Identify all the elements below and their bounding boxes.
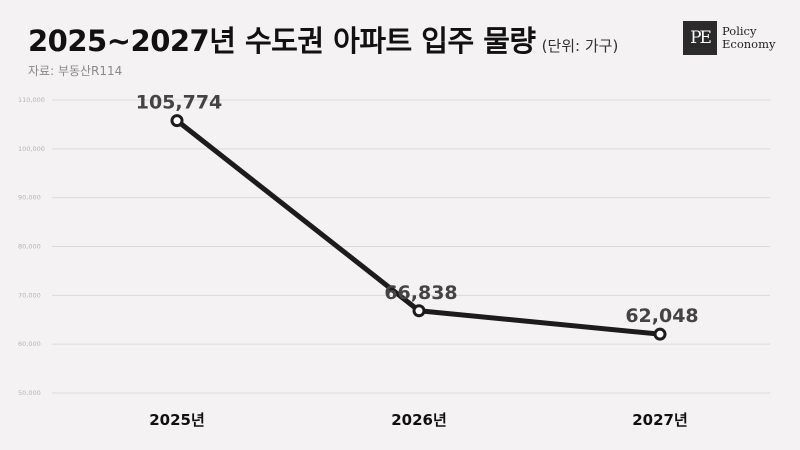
y-tick-label: 70,000: [18, 291, 41, 299]
policy-economy-logo: PE Policy Economy: [683, 21, 776, 55]
y-tick-label: 80,000: [18, 243, 41, 251]
x-tick-label: 2027년: [632, 411, 688, 429]
data-label: 62,048: [625, 305, 698, 327]
title-row: 2025~2027년 수도권 아파트 입주 물량 (단위: 가구): [28, 18, 618, 60]
source-label: 자료: 부동산R114: [28, 64, 123, 78]
data-point: [412, 304, 426, 318]
x-tick-label: 2026년: [391, 411, 447, 429]
data-point: [653, 327, 667, 341]
logo-line-1: Policy: [722, 24, 757, 38]
unit-label: (단위: 가구): [541, 37, 619, 55]
logo-text: Policy Economy: [722, 25, 776, 51]
data-label: 66,838: [384, 282, 457, 304]
data-point: [170, 114, 184, 128]
logo-mark: PE: [683, 21, 717, 55]
y-tick-label: 60,000: [18, 340, 41, 348]
chart-title: 2025~2027년 수도권 아파트 입주 물량: [28, 24, 536, 58]
y-tick-label: 110,000: [18, 96, 45, 104]
data-label: 105,774: [136, 92, 223, 114]
y-tick-label: 90,000: [18, 194, 41, 202]
x-tick-label: 2025년: [149, 411, 205, 429]
y-tick-label: 100,000: [18, 145, 45, 153]
y-tick-label: 50,000: [18, 389, 41, 397]
logo-line-2: Economy: [722, 37, 776, 51]
